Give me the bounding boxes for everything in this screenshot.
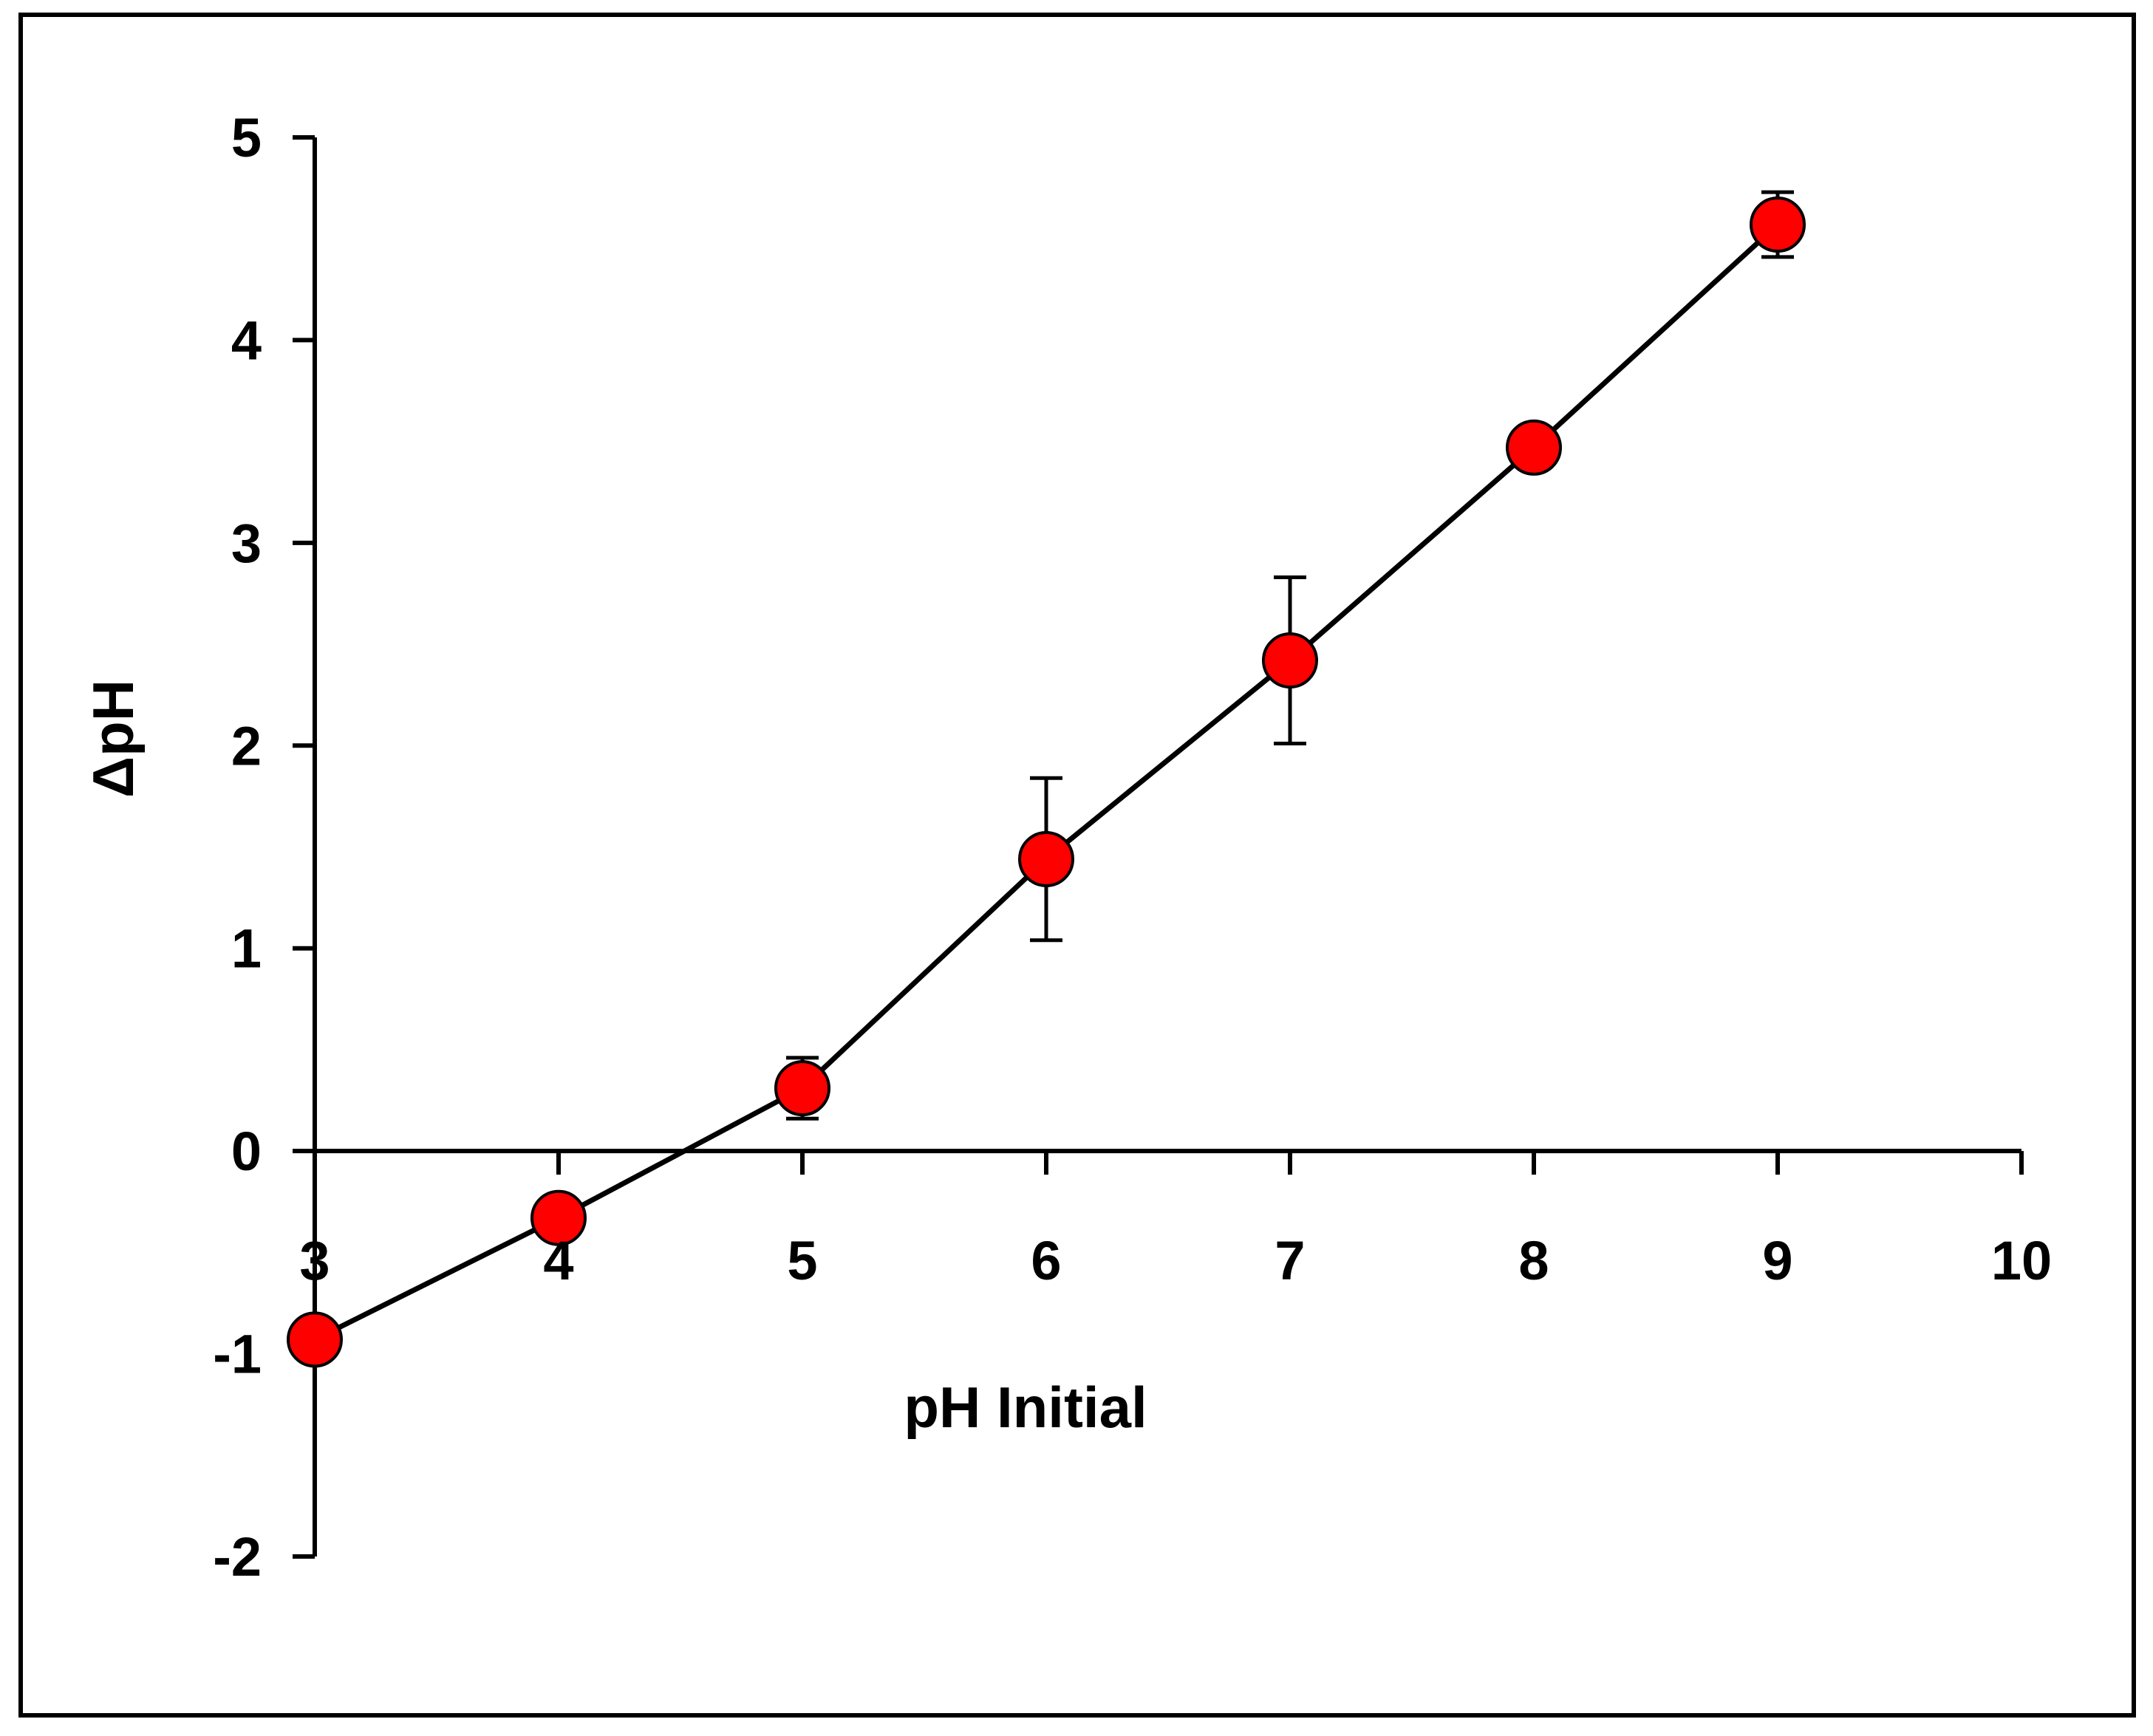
chart-border [18,13,2136,1718]
x-tick-label: 8 [1518,1230,1549,1291]
y-tick-label: 4 [231,310,262,371]
x-tick-label: 6 [1031,1230,1061,1291]
data-point [774,1060,830,1117]
x-tick-label: 9 [1762,1230,1792,1291]
y-axis-title: ΔpH [81,680,146,798]
data-point [287,1311,343,1368]
x-tick-label: 4 [543,1230,573,1291]
y-tick-label: -2 [213,1526,262,1588]
data-point [1506,419,1562,476]
x-axis-title: pH Initial [904,1375,1147,1440]
y-tick-label: -1 [213,1324,262,1385]
data-point [1750,197,1806,253]
x-tick-label: 7 [1275,1230,1305,1291]
y-tick-label: 3 [231,513,262,574]
data-point [1018,830,1074,887]
data-point [530,1189,587,1246]
y-tick-label: 2 [231,715,262,776]
y-tick-label: 0 [231,1121,262,1182]
x-tick-label: 5 [787,1230,817,1291]
x-tick-label: 10 [1991,1230,2052,1291]
y-tick-label: 5 [231,107,262,168]
x-tick-label: 3 [299,1230,330,1291]
data-point [1262,632,1318,689]
y-tick-label: 1 [231,918,262,980]
